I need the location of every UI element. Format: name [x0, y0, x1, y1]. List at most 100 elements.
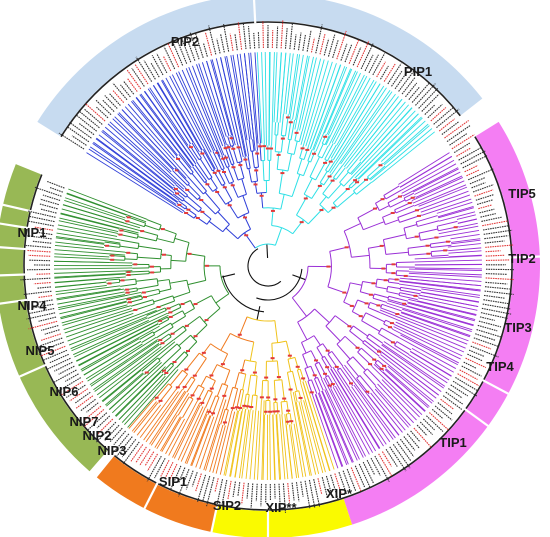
tree-branch: [319, 171, 328, 183]
tree-branch: [339, 171, 349, 183]
tree-leaf-branch: [78, 323, 159, 367]
tree-arc: [186, 280, 191, 293]
leaf-label: [246, 483, 249, 499]
tree-branch: [299, 369, 305, 382]
bootstrap-value: [323, 372, 328, 375]
tree-branch: [381, 327, 400, 339]
tree-leaf-branch: [102, 129, 174, 189]
tree-leaf-branch: [298, 401, 317, 475]
tree-leaf-branch: [299, 57, 317, 131]
tree-leaf-branch: [331, 89, 391, 175]
tree-leaf-branch: [323, 377, 364, 458]
tree-leaf-branch: [55, 281, 107, 288]
tree-leaf-branch: [328, 74, 365, 147]
leaf-label: [482, 225, 509, 231]
leaf-label: [470, 345, 499, 358]
leaf-label: [206, 477, 215, 507]
tree-leaf-branch: [295, 401, 312, 476]
tree-leaf-branch: [383, 341, 448, 384]
tree-branch: [187, 176, 204, 195]
bootstrap-value: [365, 390, 370, 393]
tree-branch: [386, 291, 400, 295]
tree-leaf-branch: [437, 206, 474, 218]
leaf-label: [58, 132, 85, 150]
tree-leaf-branch: [121, 375, 166, 423]
tree-branch: [124, 258, 138, 261]
tree-leaf-branch: [328, 369, 377, 452]
bootstrap-value: [107, 282, 112, 285]
tree-leaf-branch: [300, 400, 320, 475]
leaf-label: [413, 427, 432, 448]
tree-leaf-branch: [184, 408, 209, 464]
leaf-label: [473, 337, 499, 347]
bootstrap-value: [185, 188, 190, 191]
root-branch: [292, 274, 306, 281]
tree-leaf-branch: [157, 82, 200, 153]
leaf-label: [372, 53, 386, 76]
tree-arc: [203, 256, 207, 281]
tree-branch: [220, 408, 226, 425]
bootstrap-value: [172, 361, 177, 364]
bootstrap-value: [323, 135, 328, 138]
tree-arc: [190, 300, 195, 309]
bootstrap-value: [270, 209, 275, 212]
leaf-label: [227, 480, 232, 500]
leaf-label: [431, 408, 444, 420]
tree-branch: [244, 156, 248, 169]
tree-leaf-branch: [448, 247, 482, 252]
tree-leaf-branch: [378, 356, 434, 402]
tree-branch: [280, 401, 283, 415]
tree-leaf-branch: [73, 319, 149, 356]
bootstrap-value: [193, 303, 198, 306]
leaf-label: [467, 353, 483, 362]
tree-leaf-branch: [290, 424, 300, 478]
bootstrap-value: [209, 387, 214, 390]
bootstrap-value: [379, 244, 384, 247]
bootstrap-value: [105, 244, 110, 247]
leaf-label: [411, 82, 430, 103]
leaf-label: [27, 220, 54, 227]
leaf-label: [482, 220, 508, 227]
bootstrap-value: [240, 369, 245, 372]
tree-leaf-branch: [225, 410, 240, 476]
tree-leaf-branch: [324, 68, 353, 134]
tree-leaf-branch: [344, 96, 399, 168]
tree-leaf-branch: [60, 212, 139, 234]
tree-leaf-branch: [275, 414, 280, 480]
tree-branch: [311, 379, 318, 394]
tree-leaf-branch: [342, 93, 396, 166]
leaf-label: [433, 107, 454, 125]
tree-leaf-branch: [128, 399, 155, 429]
band-separator: [510, 255, 541, 259]
tree-branch: [356, 181, 373, 195]
tree-branch: [175, 184, 188, 196]
tree-branch: [183, 199, 199, 213]
tree-leaf-branch: [385, 368, 430, 407]
tree-arc: [185, 194, 188, 198]
leaf-label: [229, 33, 234, 51]
leaf-label: [475, 333, 496, 341]
band-xip: [211, 499, 353, 537]
tree-leaf-branch: [314, 394, 343, 467]
tree-branch: [224, 370, 231, 385]
tree-leaf-branch: [65, 197, 126, 219]
leaf-label: [150, 62, 160, 78]
leaf-label: [484, 290, 514, 295]
tree-leaf-branch: [106, 373, 145, 407]
leaf-label: [410, 430, 421, 443]
tree-branch: [174, 237, 190, 244]
bootstrap-value: [204, 319, 209, 322]
tree-leaf-branch: [418, 294, 479, 308]
bootstrap-value: [127, 298, 132, 301]
tree-leaf-branch: [85, 343, 143, 380]
tree-branch: [381, 303, 402, 312]
tree-branch: [274, 320, 279, 343]
label-sip2: SIP2: [213, 498, 241, 513]
leaf-label: [356, 40, 370, 68]
leaf-label: [378, 453, 393, 477]
leaf-label: [458, 147, 481, 161]
bootstrap-value: [312, 374, 317, 377]
leaf-label: [483, 299, 509, 305]
tree-leaf-branch: [59, 217, 119, 232]
leaf-label: [163, 46, 176, 70]
